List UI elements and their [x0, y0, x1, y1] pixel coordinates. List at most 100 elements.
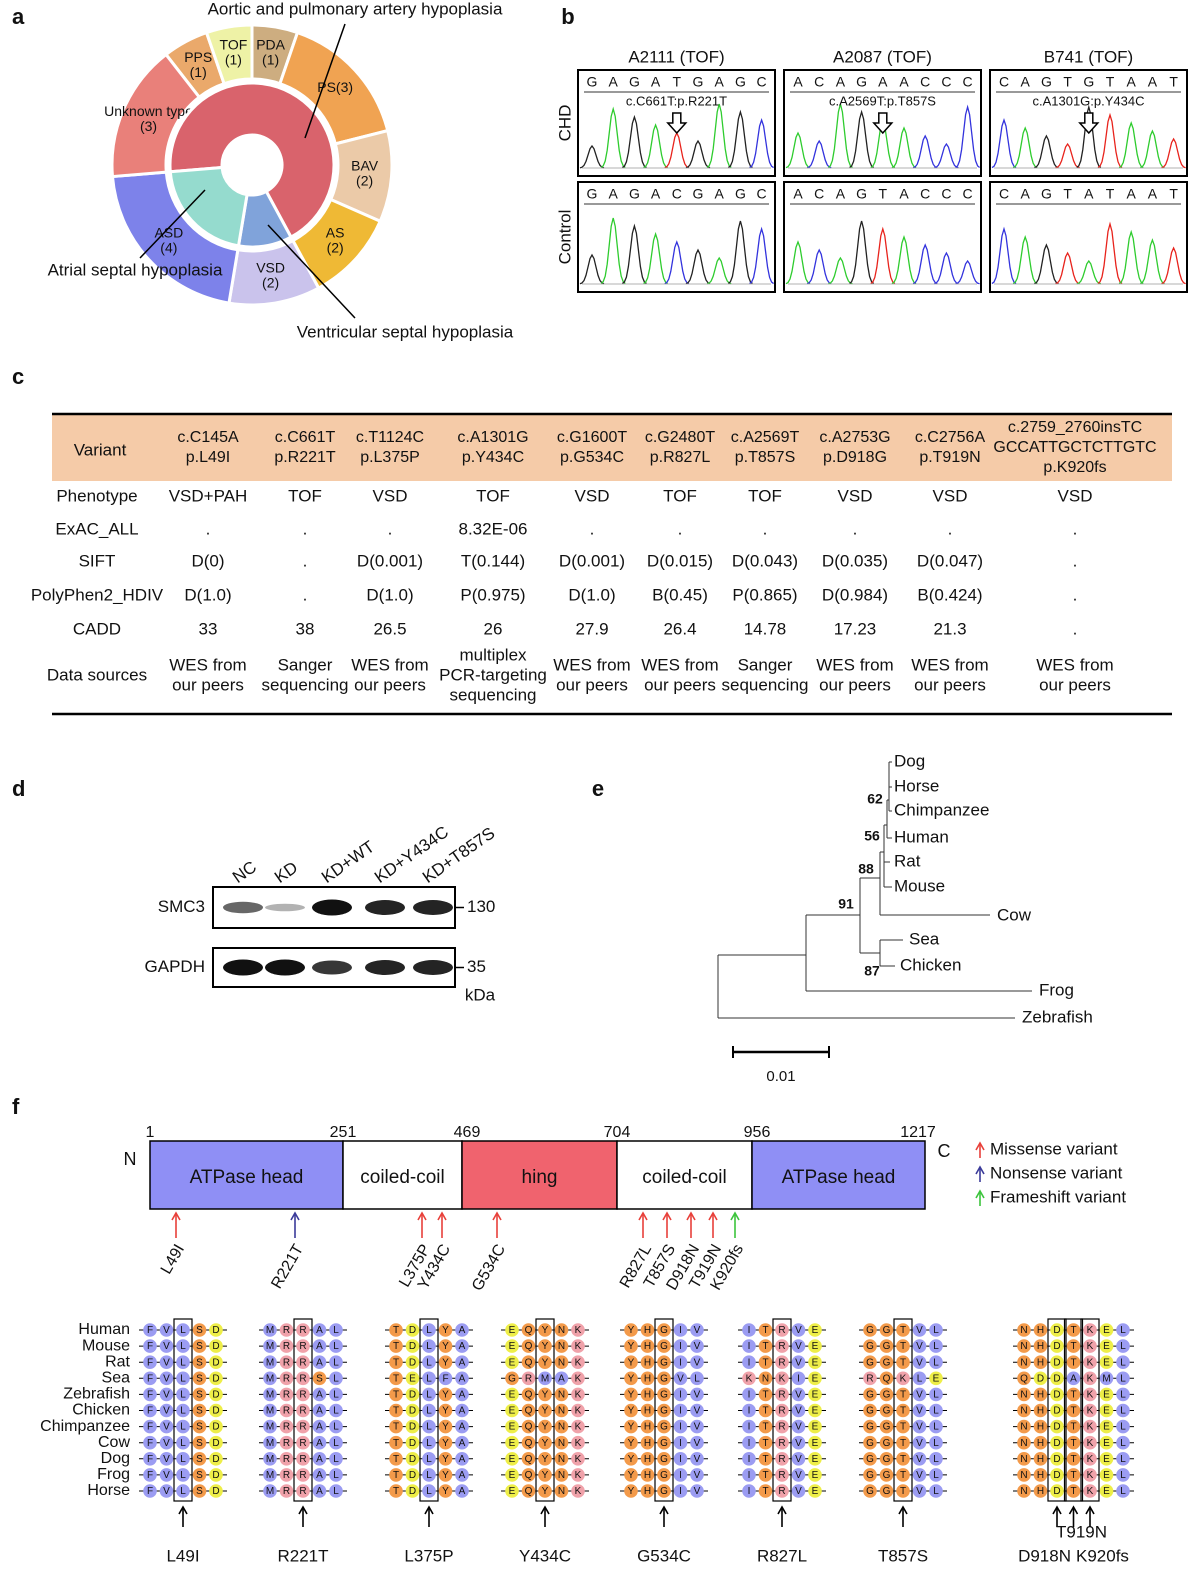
- species-label: Rat: [105, 1353, 130, 1370]
- residue: [159, 1387, 174, 1402]
- base-letter: A: [1127, 186, 1137, 202]
- residue-letter: Y: [628, 1438, 635, 1449]
- chromatogram-peak: [1076, 259, 1101, 285]
- chromatogram-box: [989, 181, 1188, 293]
- residue: [690, 1419, 704, 1434]
- residue: [521, 1387, 536, 1402]
- residue: [1116, 1419, 1130, 1434]
- residue: [192, 1468, 207, 1482]
- segment-label: (2): [262, 275, 279, 291]
- residue-letter: D: [212, 1486, 219, 1497]
- residue-letter: D: [409, 1341, 416, 1352]
- residue-letter: D: [212, 1422, 219, 1433]
- residue-letter: Q: [525, 1438, 533, 1449]
- variant-arrow-head: [492, 1211, 502, 1221]
- table-cell: .: [1073, 551, 1078, 570]
- table-cell: our peers: [914, 675, 986, 694]
- donut-inner-segment: [168, 81, 336, 240]
- residue-letter: E: [812, 1406, 819, 1417]
- residue: [405, 1339, 420, 1353]
- residue: [929, 1371, 943, 1386]
- residue: [1050, 1339, 1064, 1353]
- segment-label: (4): [160, 240, 177, 256]
- base-letter: A: [1021, 74, 1031, 90]
- residue-letter: T: [393, 1406, 399, 1417]
- base-letter: G: [587, 74, 598, 90]
- residue: [279, 1387, 294, 1402]
- residue-letter: H: [1037, 1454, 1044, 1465]
- residue-letter: A: [316, 1357, 323, 1368]
- residue: [405, 1435, 420, 1450]
- residue-letter: R: [283, 1406, 290, 1417]
- residue: [791, 1355, 806, 1369]
- blot-label: SMC3: [158, 897, 205, 916]
- residue: [438, 1403, 453, 1418]
- residue: [1116, 1339, 1130, 1353]
- residue: [143, 1355, 157, 1369]
- residue: [808, 1468, 822, 1482]
- residue-letter: D: [1053, 1373, 1060, 1384]
- residue-letter: N: [558, 1341, 565, 1352]
- residue-letter: T: [1070, 1325, 1076, 1336]
- residue: [808, 1452, 822, 1466]
- site-arrow-head: [659, 1505, 669, 1515]
- residue: [912, 1355, 927, 1369]
- residue-letter: V: [694, 1422, 701, 1433]
- residue: [455, 1435, 469, 1450]
- residue-letter: T: [393, 1373, 399, 1384]
- residue: [159, 1355, 174, 1369]
- residue-letter: K: [575, 1325, 582, 1336]
- base-letter: T: [1106, 74, 1115, 90]
- residue-letter: D: [212, 1390, 219, 1401]
- residue: [929, 1468, 943, 1482]
- residue-letter: R: [283, 1373, 290, 1384]
- residue: [521, 1452, 536, 1466]
- residue-letter: V: [916, 1357, 923, 1368]
- residue-letter: E: [509, 1486, 516, 1497]
- domain-label: hing: [522, 1167, 558, 1188]
- residue: [673, 1371, 688, 1386]
- species-label: Dog: [101, 1450, 130, 1467]
- segment-label: (3): [140, 118, 157, 134]
- residue-letter: N: [762, 1373, 769, 1384]
- residue: [209, 1468, 223, 1482]
- residue: [896, 1355, 910, 1369]
- residue: [879, 1435, 894, 1450]
- residue: [438, 1468, 453, 1482]
- site-label: L375P: [404, 1546, 453, 1565]
- residue: [176, 1339, 190, 1353]
- site-label: T919N: [1056, 1522, 1107, 1541]
- residue-letter: Y: [442, 1470, 449, 1481]
- residue-letter: Q: [1020, 1373, 1028, 1384]
- residue: [329, 1452, 343, 1466]
- residue: [1033, 1323, 1048, 1337]
- residue-letter: L: [933, 1422, 939, 1433]
- residue: [505, 1452, 519, 1466]
- residue: [673, 1452, 688, 1466]
- base-letter: C: [757, 186, 767, 202]
- residue-letter: G: [660, 1422, 668, 1433]
- residue-letter: R: [299, 1438, 306, 1449]
- variant-header: c.G2480T: [645, 429, 715, 446]
- base-letter: A: [715, 74, 725, 90]
- residue-letter: L: [333, 1406, 339, 1417]
- residue: [640, 1435, 655, 1450]
- chromatogram-peak: [991, 226, 1017, 285]
- residue: [758, 1339, 773, 1353]
- residue: [312, 1468, 327, 1482]
- residue-letter: T: [393, 1470, 399, 1481]
- residue: [176, 1323, 190, 1337]
- residue-letter: H: [1037, 1357, 1044, 1368]
- residue: [296, 1452, 310, 1466]
- residue-letter: L: [426, 1454, 432, 1465]
- residue-letter: Y: [542, 1341, 549, 1352]
- residue-letter: G: [660, 1341, 668, 1352]
- residue-letter: Q: [525, 1422, 533, 1433]
- base-letter: A: [609, 186, 619, 202]
- site-box: [535, 1318, 555, 1502]
- residue: [571, 1468, 585, 1482]
- residue: [640, 1484, 655, 1498]
- base-letter: G: [587, 186, 598, 202]
- chromatogram-peak: [727, 220, 753, 284]
- site-arrow-head: [424, 1505, 434, 1515]
